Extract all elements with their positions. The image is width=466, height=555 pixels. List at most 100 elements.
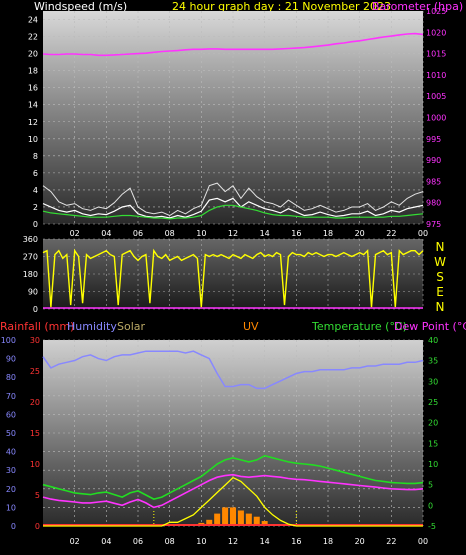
humidity-tick-label: 30 xyxy=(6,466,16,475)
wind-tick-label: 2 xyxy=(33,203,38,212)
uv-bar xyxy=(261,521,268,526)
humidity-tick-label: 80 xyxy=(6,373,16,382)
uv-bar xyxy=(214,513,221,526)
direction-tick-label: 270 xyxy=(23,253,38,262)
baro-tick-label: 1005 xyxy=(426,92,446,101)
temperature-tick-label: 5 xyxy=(428,481,433,490)
wind-tick-label: 10 xyxy=(28,135,38,144)
rain-tick-label: 15 xyxy=(30,429,40,438)
baro-series-line xyxy=(42,32,424,57)
compass-label: N xyxy=(436,300,445,314)
hour-tick-label: 20 xyxy=(355,229,365,238)
temp-humidity-ticks: 0102030405060708090100051015202530-50510… xyxy=(1,336,438,546)
wind-baro-grid xyxy=(43,11,424,225)
hour-tick-label: 18 xyxy=(323,537,333,546)
humidity-tick-label: 60 xyxy=(6,410,16,419)
temperature-tick-label: 40 xyxy=(428,336,438,345)
baro-tick-label: 975 xyxy=(426,220,441,229)
hour-tick-label: 14 xyxy=(260,229,270,238)
uv-bar xyxy=(237,510,244,526)
temperature-tick-label: 20 xyxy=(428,419,438,428)
wind-tick-label: 4 xyxy=(33,186,38,195)
hour-tick-label: 04 xyxy=(101,229,111,238)
uv-bar xyxy=(253,516,260,526)
hour-tick-label: 08 xyxy=(165,229,175,238)
baro-tick-label: 980 xyxy=(426,199,441,208)
baro-tick-label: 1000 xyxy=(426,114,446,123)
hour-tick-label: 22 xyxy=(386,229,396,238)
compass-label: N xyxy=(436,240,445,254)
barometer-axis-label: Barometer (hpa) xyxy=(372,0,463,13)
hour-tick-label: 10 xyxy=(196,229,206,238)
temp-humidity-series xyxy=(42,350,424,527)
rain-tick-label: 20 xyxy=(30,398,40,407)
baro-tick-label: 1020 xyxy=(426,28,446,37)
uv-bar xyxy=(230,507,236,526)
wind-baro-ticks: 0246810121416182022249759809859909951000… xyxy=(28,7,447,238)
wind-tick-label: 0 xyxy=(33,220,38,229)
uv-label: UV xyxy=(243,320,259,333)
gust-series-line xyxy=(42,182,424,217)
temperature-tick-label: 25 xyxy=(428,398,438,407)
uv-bar xyxy=(222,507,229,526)
wind-tick-label: 6 xyxy=(33,169,38,178)
wind-tick-label: 24 xyxy=(28,16,38,25)
direction-tick-label: 90 xyxy=(28,288,38,297)
hour-tick-label: 06 xyxy=(133,229,143,238)
rain-tick-label: 10 xyxy=(30,460,40,469)
rain-tick-label: 5 xyxy=(35,491,40,500)
temperature-tick-label: 30 xyxy=(428,377,438,386)
direction-tick-label: 360 xyxy=(23,235,38,244)
hour-tick-label: 22 xyxy=(386,537,396,546)
rain-tick-label: 25 xyxy=(30,367,40,376)
hour-tick-label: 16 xyxy=(291,229,301,238)
wind-tick-label: 22 xyxy=(28,33,38,42)
wind-tick-label: 20 xyxy=(28,50,38,59)
hour-tick-label: 12 xyxy=(228,229,238,238)
humidity-tick-label: 20 xyxy=(6,485,16,494)
wind-direction-series xyxy=(42,248,424,308)
uv-bar xyxy=(206,519,213,526)
dewpoint-axis-label: Dew Point (°C) xyxy=(394,320,466,333)
compass-label: S xyxy=(436,270,444,284)
direction-series-line xyxy=(42,248,424,308)
humidity-series-line xyxy=(42,350,424,390)
wind-tick-label: 12 xyxy=(28,118,38,127)
dewpoint-series-line xyxy=(42,473,424,509)
temperature-tick-label: 0 xyxy=(428,501,433,510)
uv-bar xyxy=(245,513,252,526)
humidity-axis-label: Humidity xyxy=(67,320,117,333)
humidity-tick-label: 10 xyxy=(6,503,16,512)
direction-tick-label: 180 xyxy=(23,270,38,279)
temperature-tick-label: 35 xyxy=(428,357,438,366)
temperature-tick-label: 15 xyxy=(428,439,438,448)
wind-series-line xyxy=(42,197,424,219)
solar-series-line xyxy=(43,476,423,527)
hour-tick-label: 04 xyxy=(101,537,111,546)
wind-baro-series xyxy=(42,32,424,220)
hour-tick-label: 10 xyxy=(196,537,206,546)
hour-tick-label: 00 xyxy=(418,229,428,238)
humidity-tick-label: 90 xyxy=(6,355,16,364)
hour-tick-label: 06 xyxy=(133,537,143,546)
solar-label: Solar xyxy=(117,320,146,333)
graph-title: 24 hour graph day : 21 November 2023 xyxy=(172,0,391,13)
humidity-tick-label: 40 xyxy=(6,448,16,457)
baro-tick-label: 990 xyxy=(426,156,441,165)
hour-tick-label: 14 xyxy=(260,537,270,546)
hour-tick-label: 02 xyxy=(70,229,80,238)
temperature-tick-label: 10 xyxy=(428,460,438,469)
humidity-tick-label: 0 xyxy=(11,522,16,531)
baro-tick-label: 1010 xyxy=(426,71,446,80)
hour-tick-label: 20 xyxy=(355,537,365,546)
wind-direction-grid xyxy=(43,238,424,310)
wind-tick-label: 18 xyxy=(28,67,38,76)
hour-tick-label: 16 xyxy=(291,537,301,546)
humidity-tick-label: 50 xyxy=(6,429,16,438)
hour-tick-label: 00 xyxy=(418,537,428,546)
baro-tick-label: 1015 xyxy=(426,50,446,59)
rainfall-axis-label: Rainfall (mm) xyxy=(0,320,74,333)
